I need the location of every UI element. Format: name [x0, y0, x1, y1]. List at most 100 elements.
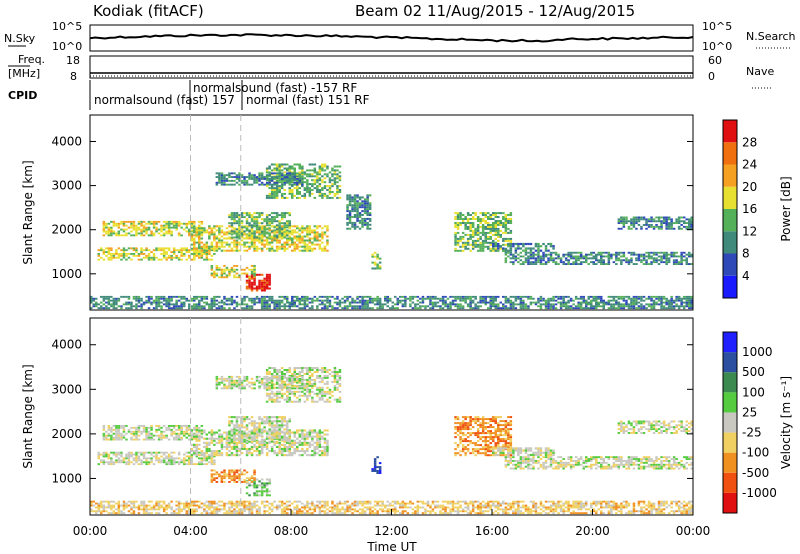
- range-cell: [617, 307, 621, 310]
- range-cell: [280, 194, 284, 197]
- range-cell: [670, 307, 673, 310]
- range-cell: [293, 247, 296, 250]
- range-cell: [409, 303, 412, 306]
- range-cell: [205, 231, 209, 234]
- range-cell: [183, 504, 186, 507]
- range-cell: [260, 500, 264, 503]
- range-cell: [343, 508, 347, 511]
- range-cell: [215, 241, 219, 244]
- range-cell: [469, 222, 472, 224]
- range-cell: [391, 500, 394, 503]
- range-cell: [245, 245, 249, 248]
- range-cell: [461, 237, 465, 240]
- range-cell: [110, 232, 113, 235]
- range-cell: [130, 230, 133, 233]
- range-cell: [434, 506, 437, 509]
- range-cell: [150, 220, 153, 223]
- range-cell: [107, 234, 111, 237]
- range-cell: [286, 301, 289, 304]
- range-cell: [293, 178, 296, 180]
- range-cell: [514, 299, 518, 302]
- range-cell: [298, 245, 301, 248]
- range-cell: [265, 196, 269, 199]
- range-cell: [268, 287, 271, 290]
- range-cell: [622, 218, 626, 221]
- range-cell: [193, 220, 196, 223]
- range-cell: [152, 253, 156, 255]
- range-cell: [449, 307, 452, 310]
- range-cell: [504, 218, 508, 220]
- range-cell: [301, 297, 304, 300]
- range-cell: [160, 226, 163, 229]
- range-cell: [157, 228, 161, 231]
- range-cell: [454, 502, 457, 505]
- range-cell: [650, 216, 653, 219]
- range-cell: [188, 220, 191, 223]
- range-cell: [250, 228, 254, 231]
- range-cell: [270, 220, 274, 223]
- range-cell: [366, 198, 369, 201]
- range-cell: [142, 506, 146, 509]
- range-cell: [459, 214, 462, 216]
- range-cell: [361, 504, 364, 507]
- range-cell: [288, 165, 291, 168]
- range-cell: [582, 301, 585, 304]
- range-cell: [642, 305, 646, 308]
- range-cell: [650, 508, 653, 511]
- range-cell: [499, 301, 502, 304]
- range-cell: [464, 510, 467, 513]
- range-cell: [122, 249, 126, 252]
- range-cell: [167, 506, 171, 509]
- range-cell: [454, 218, 457, 220]
- range-cell: [265, 183, 269, 186]
- range-cell: [316, 173, 319, 176]
- range-cell: [132, 247, 136, 250]
- range-cell: [306, 179, 309, 182]
- range-cell: [177, 251, 181, 253]
- range-cell: [215, 172, 219, 175]
- range-cell: [615, 253, 618, 256]
- range-cell: [441, 301, 445, 304]
- range-cell: [381, 305, 384, 308]
- range-cell: [642, 257, 646, 260]
- range-cell: [102, 461, 106, 464]
- range-cell: [627, 295, 631, 298]
- range-cell: [268, 297, 271, 300]
- range-cell: [112, 303, 116, 306]
- range-cell: [167, 249, 171, 252]
- range-cell: [446, 500, 450, 503]
- range-cell: [321, 510, 324, 513]
- range-cell: [200, 245, 204, 248]
- range-cell: [278, 245, 281, 248]
- range-cell: [489, 243, 492, 246]
- range-cell: [356, 295, 359, 298]
- range-cell: [328, 299, 332, 302]
- range-cell: [409, 305, 412, 308]
- range-cell: [172, 295, 176, 298]
- range-cell: [97, 506, 100, 509]
- range-cell: [554, 504, 558, 507]
- range-cell: [527, 512, 530, 515]
- range-cell: [248, 176, 251, 178]
- range-cell: [223, 272, 226, 275]
- range-cell: [160, 307, 163, 310]
- range-cell: [200, 502, 204, 505]
- range-cell: [547, 307, 550, 310]
- range-cell: [298, 235, 301, 238]
- range-cell: [537, 257, 540, 260]
- range-cell: [162, 508, 166, 511]
- range-cell: [519, 303, 523, 306]
- range-cell: [326, 225, 329, 228]
- range-cell: [105, 297, 108, 300]
- range-cell: [137, 222, 141, 225]
- range-cell: [273, 212, 276, 215]
- range-cell: [348, 504, 352, 507]
- range-cell: [215, 268, 219, 271]
- range-cell: [509, 506, 513, 509]
- range-cell: [494, 231, 497, 234]
- range-cell: [514, 251, 518, 254]
- range-cell: [539, 504, 543, 507]
- range-cell: [680, 251, 683, 254]
- range-cell: [248, 283, 251, 286]
- range-cell: [283, 216, 286, 219]
